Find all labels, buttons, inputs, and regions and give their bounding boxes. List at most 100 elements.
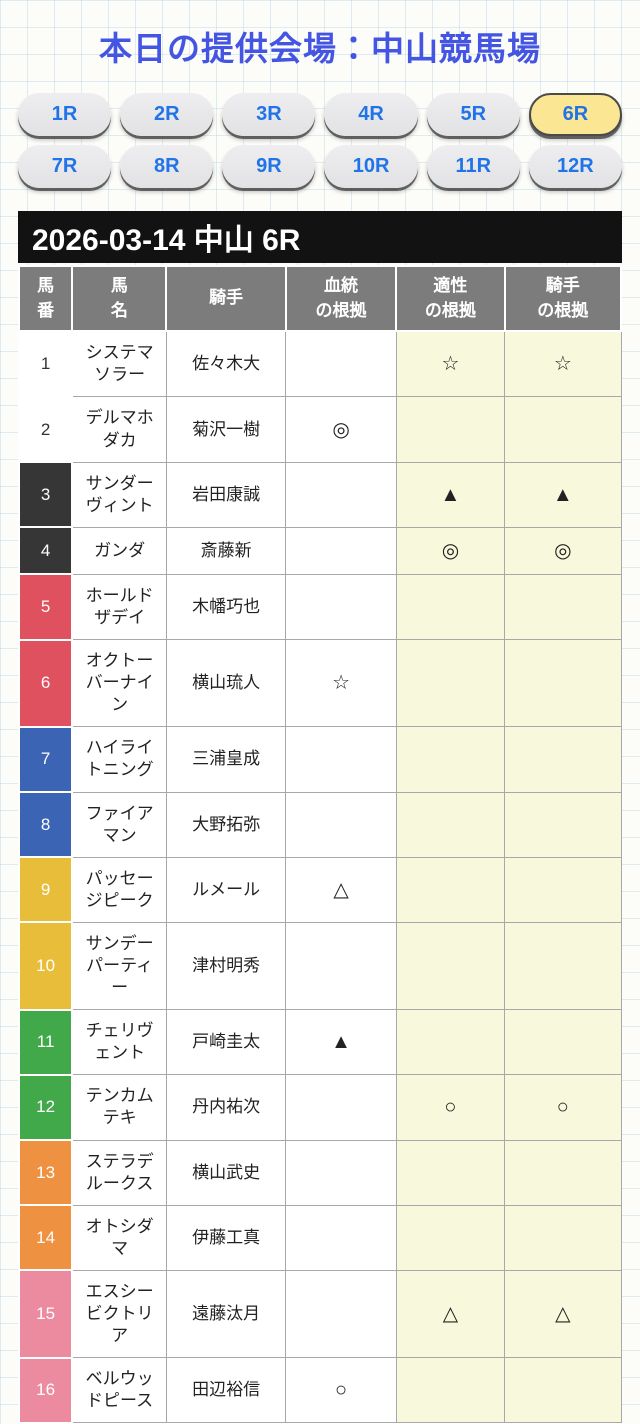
race-button-label: 10R bbox=[352, 155, 390, 177]
jockey-mark-cell bbox=[504, 396, 622, 463]
race-button[interactable]: 5R bbox=[426, 93, 520, 136]
col-header-jockey-basis: 騎手 の根拠 bbox=[503, 264, 623, 333]
horse-number-cell: 9 bbox=[17, 856, 74, 924]
race-button-label: 7R bbox=[51, 155, 78, 177]
jockey-mark-cell bbox=[504, 639, 622, 728]
horse-number-cell: 1 bbox=[17, 330, 74, 398]
jockey-cell: 木幡巧也 bbox=[165, 573, 287, 641]
race-button-label: 8R bbox=[153, 155, 180, 177]
col-header-horse-number: 馬 番 bbox=[17, 264, 74, 333]
table-body: 1 システマ ソラー 佐々木大 ☆ ☆ 2 デルマホ ダカ 菊沢一樹 ◎ 3 サ… bbox=[17, 330, 622, 1424]
jockey-mark-cell bbox=[504, 1139, 622, 1206]
aptitude-mark-cell: △ bbox=[395, 1269, 506, 1359]
aptitude-mark-cell bbox=[395, 639, 506, 728]
aptitude-mark-cell: ☆ bbox=[395, 330, 506, 398]
aptitude-mark-cell: ▲ bbox=[395, 461, 506, 528]
pedigree-mark-cell bbox=[285, 461, 397, 528]
pedigree-mark-cell bbox=[285, 330, 397, 398]
horse-name-cell: エスシー ビクトリ ア bbox=[71, 1269, 167, 1359]
race-button[interactable]: 6R bbox=[528, 93, 622, 136]
race-table: 馬 番 馬 名 騎手 血統 の根拠 適性 の根拠 騎手 の根拠 1 システマ ソ… bbox=[17, 264, 623, 1424]
horse-name-cell: オトシダ マ bbox=[71, 1204, 167, 1271]
jockey-cell: 斎藤新 bbox=[165, 526, 287, 575]
jockey-mark-cell: ▲ bbox=[504, 461, 622, 528]
horse-name-cell: ステラデ ルークス bbox=[71, 1139, 167, 1206]
race-button[interactable]: 11R bbox=[426, 145, 520, 188]
horse-name-cell: デルマホ ダカ bbox=[71, 396, 167, 463]
table-row: 11 チェリヴ ェント 戸崎圭太 ▲ bbox=[17, 1008, 622, 1076]
race-button[interactable]: 7R bbox=[18, 145, 112, 188]
race-button-label: 4R bbox=[358, 103, 384, 125]
jockey-cell: 菊沢一樹 bbox=[165, 396, 287, 463]
race-button-label: 12R bbox=[557, 155, 594, 177]
race-button[interactable]: 1R bbox=[18, 93, 112, 136]
pedigree-mark-cell bbox=[285, 1204, 397, 1271]
table-row: 14 オトシダ マ 伊藤工真 bbox=[17, 1204, 622, 1272]
race-header-text: 2026-03-14 中山 6R bbox=[32, 224, 301, 257]
horse-number-cell: 13 bbox=[17, 1139, 74, 1207]
race-button-label: 2R bbox=[153, 103, 180, 125]
race-button-label: 9R bbox=[256, 155, 282, 177]
pedigree-mark-cell bbox=[285, 1074, 397, 1141]
race-button[interactable]: 9R bbox=[222, 145, 316, 188]
jockey-cell: 横山武史 bbox=[165, 1139, 287, 1206]
horse-number-cell: 6 bbox=[17, 638, 74, 728]
race-button-label: 6R bbox=[562, 103, 589, 125]
jockey-cell: 岩田康誠 bbox=[165, 461, 287, 528]
jockey-mark-cell bbox=[504, 856, 622, 923]
horse-name-cell: ガンダ bbox=[71, 526, 167, 575]
horse-name-cell: ハイライ トニング bbox=[71, 726, 167, 793]
horse-number-cell: 7 bbox=[17, 725, 74, 794]
aptitude-mark-cell bbox=[395, 791, 506, 858]
table-row: 7 ハイライ トニング 三浦皇成 bbox=[17, 725, 622, 794]
horse-number-cell: 5 bbox=[17, 573, 74, 641]
jockey-cell: 田辺裕信 bbox=[165, 1357, 287, 1424]
aptitude-mark-cell bbox=[395, 1139, 506, 1206]
aptitude-mark-cell bbox=[395, 1204, 506, 1271]
race-button[interactable]: 3R bbox=[222, 93, 316, 136]
pedigree-mark-cell bbox=[285, 1269, 397, 1359]
pedigree-mark-cell bbox=[285, 526, 397, 575]
aptitude-mark-cell: ◎ bbox=[395, 526, 506, 575]
table-row: 13 ステラデ ルークス 横山武史 bbox=[17, 1139, 622, 1207]
jockey-cell: 遠藤汰月 bbox=[165, 1269, 287, 1359]
horse-number-cell: 4 bbox=[17, 526, 74, 576]
table-row: 6 オクトー バーナイ ン 横山琉人 ☆ bbox=[17, 638, 622, 728]
horse-name-cell: テンカム テキ bbox=[71, 1074, 167, 1141]
race-button[interactable]: 8R bbox=[120, 145, 214, 188]
col-header-pedigree-basis: 血統 の根拠 bbox=[284, 264, 398, 333]
pedigree-mark-cell bbox=[285, 726, 397, 793]
horse-number-cell: 10 bbox=[17, 921, 74, 1011]
table-header-row: 馬 番 馬 名 騎手 血統 の根拠 適性 の根拠 騎手 の根拠 bbox=[17, 264, 623, 333]
table-row: 2 デルマホ ダカ 菊沢一樹 ◎ bbox=[17, 395, 622, 464]
race-button[interactable]: 10R bbox=[324, 145, 418, 188]
aptitude-mark-cell: ○ bbox=[395, 1074, 506, 1141]
race-button[interactable]: 12R bbox=[528, 145, 622, 188]
jockey-cell: 戸崎圭太 bbox=[165, 1009, 287, 1076]
race-button-label: 11R bbox=[455, 155, 492, 177]
jockey-mark-cell bbox=[504, 573, 622, 641]
jockey-cell: 津村明秀 bbox=[165, 921, 287, 1011]
race-button[interactable]: 4R bbox=[324, 93, 418, 136]
jockey-cell: 佐々木大 bbox=[165, 330, 287, 398]
horse-number-cell: 11 bbox=[17, 1008, 74, 1076]
horse-number-cell: 15 bbox=[17, 1269, 74, 1359]
jockey-cell: 大野拓弥 bbox=[165, 791, 287, 858]
jockey-mark-cell bbox=[504, 1357, 622, 1424]
aptitude-mark-cell bbox=[395, 573, 506, 641]
horse-number-cell: 2 bbox=[17, 395, 74, 464]
race-nav: 1R 2R 3R 4R 5R 6R 7R 8R 9R 10R 11R 12R bbox=[18, 93, 622, 188]
jockey-mark-cell: ○ bbox=[504, 1074, 622, 1141]
horse-number-cell: 12 bbox=[17, 1073, 74, 1142]
aptitude-mark-cell bbox=[395, 726, 506, 793]
horse-name-cell: パッセー ジピーク bbox=[71, 856, 167, 923]
race-button[interactable]: 2R bbox=[120, 93, 214, 136]
aptitude-mark-cell bbox=[395, 921, 506, 1011]
jockey-cell: 横山琉人 bbox=[165, 639, 287, 728]
aptitude-mark-cell bbox=[395, 856, 506, 923]
page-title: 本日の提供会場：中山競馬場 bbox=[99, 30, 541, 67]
horse-number-cell: 3 bbox=[17, 461, 74, 529]
horse-number-cell: 8 bbox=[17, 790, 74, 859]
aptitude-mark-cell bbox=[395, 396, 506, 463]
